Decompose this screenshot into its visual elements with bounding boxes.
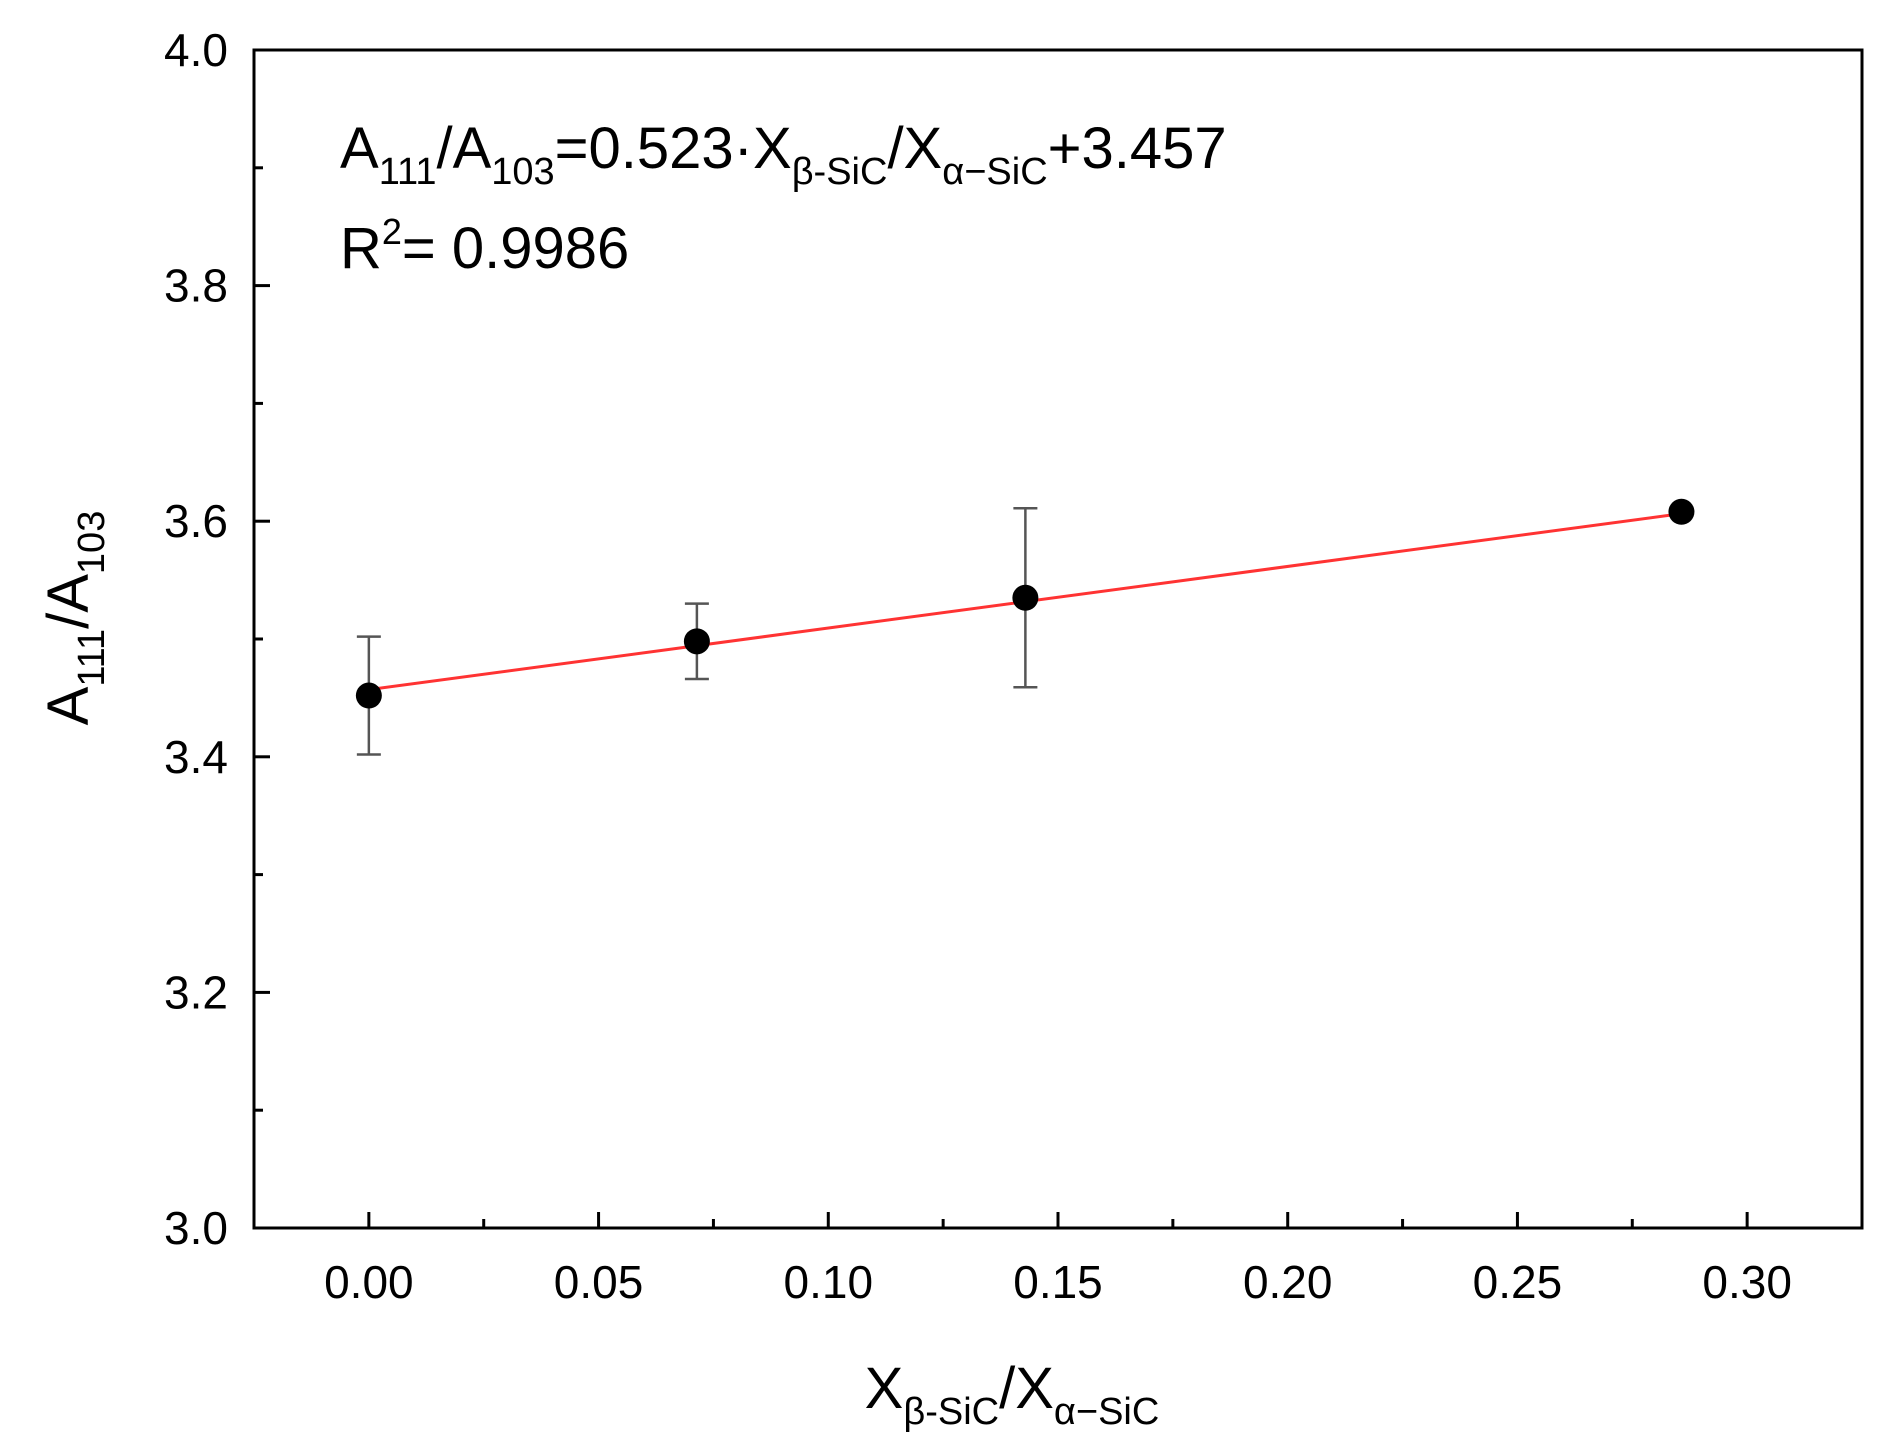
y-tick-label: 3.2 (164, 966, 228, 1018)
y-tick-label: 3.8 (164, 260, 228, 312)
x-tick-label: 0.15 (1013, 1256, 1103, 1308)
superscript: 2 (382, 211, 402, 252)
y-tick-label: 3.4 (164, 731, 228, 783)
subscript: 103 (491, 151, 554, 193)
text-run: =0.523·X (555, 116, 792, 181)
fit-equation-annotation: A111/A103=0.523·Xβ-SiC/Xα−SiC+3.457 (340, 116, 1227, 193)
data-point (683, 628, 710, 655)
text-run: /A (36, 574, 101, 629)
subscript: β-SiC (792, 151, 888, 193)
subscript: 111 (71, 629, 113, 687)
y-tick-label: 3.6 (164, 495, 228, 547)
subscript: 111 (379, 151, 437, 193)
y-axis-ticks: 3.0 3.2 3.4 3.6 3.8 4.0 (164, 24, 270, 1254)
text-run: /X (999, 1356, 1054, 1421)
y-tick-label: 3.0 (164, 1202, 228, 1254)
x-tick-label: 0.05 (554, 1256, 644, 1308)
text-run: /A (436, 116, 491, 181)
subscript: α−SiC (1054, 1391, 1159, 1433)
y-axis-title: A111/A103 (36, 511, 113, 726)
subscript: β-SiC (903, 1391, 999, 1433)
text-run: +3.457 (1048, 116, 1227, 181)
data-point-layer (355, 498, 1695, 709)
text-run: A (340, 116, 379, 181)
x-tick-label: 0.30 (1702, 1256, 1792, 1308)
subscript: 103 (71, 511, 113, 574)
data-point (1668, 498, 1695, 525)
x-tick-label: 0.20 (1243, 1256, 1333, 1308)
x-tick-label: 0.10 (784, 1256, 874, 1308)
r-squared-annotation: R2= 0.9986 (340, 211, 629, 281)
x-axis-ticks: 0.00 0.05 0.10 0.15 0.20 0.25 0.30 (324, 1212, 1792, 1308)
x-tick-label: 0.25 (1473, 1256, 1563, 1308)
subscript: α−SiC (942, 151, 1047, 193)
text-run: = 0.9986 (402, 216, 629, 281)
text-run: R (340, 216, 382, 281)
text-run: /X (887, 116, 942, 181)
y-tick-label: 4.0 (164, 24, 228, 76)
text-run: A (36, 686, 101, 725)
x-tick-label: 0.00 (324, 1256, 414, 1308)
data-point (355, 682, 382, 709)
text-run: X (865, 1356, 904, 1421)
data-point (1012, 584, 1039, 611)
x-axis-title: Xβ-SiC/Xα−SiC (865, 1356, 1160, 1433)
